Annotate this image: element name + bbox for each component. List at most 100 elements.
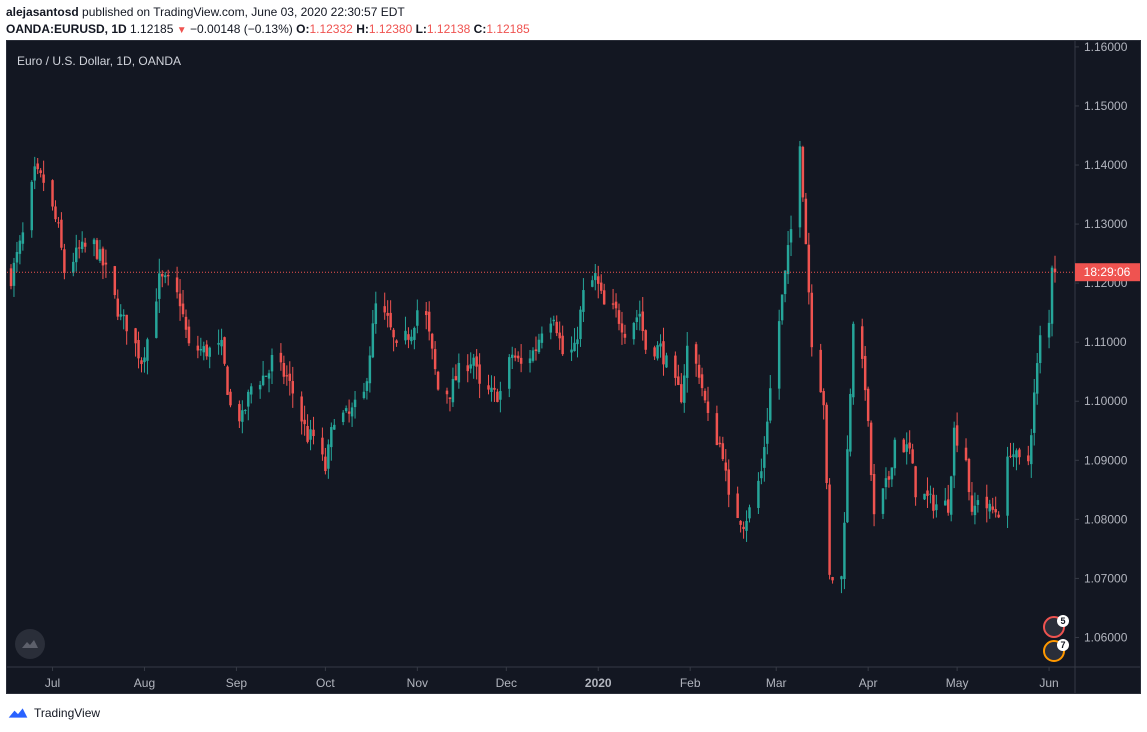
price-change: −0.00148 (−0.13%) [190, 22, 293, 36]
candle-down [83, 242, 87, 247]
candle-up [1006, 456, 1009, 516]
candle-down [282, 363, 286, 377]
price-chart[interactable]: 1.160001.150001.140001.130001.120001.110… [7, 41, 1140, 693]
candle-down [51, 180, 54, 207]
candle-down [77, 247, 81, 249]
price-tick-label: 1.13000 [1084, 217, 1128, 231]
candle-up [21, 232, 25, 244]
candle-up [685, 345, 689, 378]
candle-up [757, 480, 760, 508]
chart-panel[interactable]: 1.16000 1.15000 1.14000 1.13000 1.12000 1.110… [6, 40, 1141, 694]
tradingview-logo-badge[interactable] [15, 629, 45, 659]
publish-header: alejasantosd published on TradingView.co… [0, 0, 1147, 40]
candle-down [860, 326, 864, 359]
candle-down [427, 311, 431, 332]
candle-down [967, 459, 971, 493]
candle-up [122, 314, 125, 317]
candle-down [496, 391, 499, 402]
price-tick-label: 1.06000 [1084, 630, 1128, 644]
time-axis[interactable]: Jul Aug Sep Oct Nov Dec 2020 Feb Mar Apr May Jun [45, 667, 1059, 690]
candle-down [561, 335, 564, 355]
tradingview-cloud-icon [8, 708, 28, 718]
candle-down [1027, 455, 1030, 462]
footer-logo[interactable]: TradingView [6, 706, 100, 720]
candle-up [416, 310, 419, 326]
candle-down [39, 170, 42, 174]
candle-up [1050, 267, 1054, 324]
candle-down [801, 146, 805, 198]
candle-up [202, 346, 206, 353]
countdown-badge: 18:29:06 [1075, 263, 1140, 282]
candle-down [715, 413, 719, 446]
candle-up [777, 321, 781, 389]
candle-up [988, 503, 991, 512]
price-axis[interactable]: 1.160001.150001.140001.130001.120001.110… [1075, 41, 1128, 644]
price-tick-label: 1.08000 [1084, 512, 1128, 526]
low-label: L: [415, 22, 427, 36]
candle-up [12, 262, 16, 286]
down-triangle-icon: ▼ [176, 25, 187, 36]
candle-up [594, 273, 597, 281]
candle-down [985, 496, 989, 509]
candle-down [997, 514, 1000, 518]
price-tick-label: 1.11000 [1084, 335, 1127, 349]
candle-down [95, 240, 99, 259]
candle-up [1038, 335, 1042, 364]
candle-up [92, 239, 96, 245]
open-label: O: [296, 22, 310, 36]
candle-up [881, 488, 885, 514]
footer: TradingView [0, 694, 1147, 732]
candle-up [368, 355, 372, 384]
candle-up [511, 354, 514, 358]
time-tick-label: Feb [680, 676, 701, 690]
candle-down [226, 366, 229, 395]
candle-up [763, 447, 766, 468]
price-tick-label: 1.09000 [1084, 453, 1128, 467]
candle-up [573, 342, 576, 352]
candle-down [63, 249, 66, 273]
candle-up [267, 373, 271, 379]
candle-down [445, 390, 449, 395]
candle-up [1035, 363, 1039, 394]
candle-down [946, 499, 950, 513]
candle-up [163, 275, 167, 278]
candle-down [819, 349, 822, 393]
time-tick-label: Jul [45, 676, 60, 690]
economic-event-flag-eu[interactable]: 5 [1043, 615, 1069, 638]
candle-down [807, 244, 811, 293]
candle-up [258, 384, 262, 390]
candle-up [923, 493, 926, 500]
time-tick-label: Mar [766, 676, 787, 690]
candle-down [57, 222, 60, 224]
time-tick-label: Apr [859, 676, 878, 690]
candle-up [155, 301, 158, 338]
economic-event-flag-us[interactable]: 7 [1043, 639, 1069, 662]
price-tick-label: 1.10000 [1084, 394, 1128, 408]
candle-up [783, 270, 787, 295]
candle-up [552, 319, 555, 322]
candle-down [125, 314, 128, 332]
candle-up [217, 342, 220, 345]
candle-up [884, 478, 888, 488]
candle-up [327, 444, 330, 469]
candle-down [964, 447, 968, 461]
candle-down [9, 268, 13, 287]
tradingview-cloud-icon [22, 640, 38, 648]
candle-down [475, 356, 478, 367]
candle-down [223, 337, 226, 364]
candle-up [457, 362, 461, 383]
last-price: 1.12185 [130, 22, 174, 36]
candle-down [487, 385, 490, 390]
candle-down [991, 506, 994, 510]
candle-up [929, 493, 932, 495]
candle-down [288, 373, 292, 381]
author-name[interactable]: alejasantosd [6, 5, 79, 19]
candle-up [632, 322, 636, 340]
candle-up [143, 357, 146, 363]
candle-up [890, 467, 894, 480]
footer-brand: TradingView [34, 706, 101, 720]
candle-down [804, 198, 808, 245]
candle-down [519, 357, 523, 364]
candle-down [614, 301, 618, 309]
candle-up [789, 229, 793, 243]
